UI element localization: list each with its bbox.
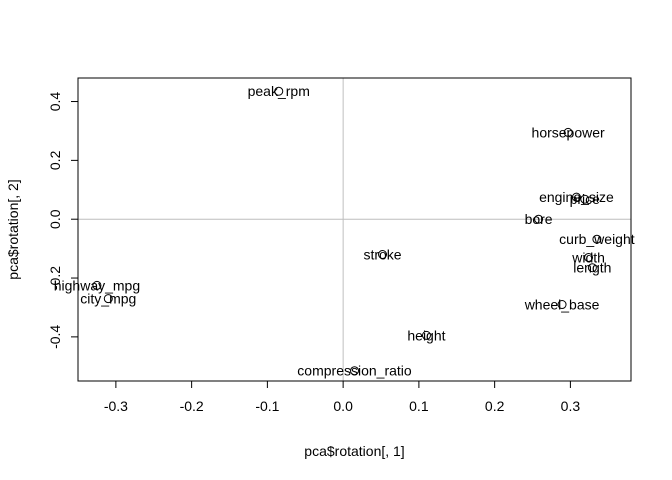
data-point [580,194,590,204]
x-axis: -0.3 -0.2 -0.1 0.0 0.1 0.2 0.3 [104,380,581,414]
point-label: curb_weight [559,231,635,247]
y-tick-label: -0.2 [47,266,63,290]
point-label: stroke [363,247,401,263]
point-label: bore [525,211,553,227]
data-point [378,250,388,260]
point-label: compression_ratio [297,363,412,379]
data-point [350,366,359,376]
x-tick-label: 0.3 [561,398,581,414]
data-point [274,86,284,96]
x-tick-label: -0.3 [104,398,128,414]
point-label: price [570,191,601,207]
y-tick-label: -0.4 [47,325,63,349]
point-label: height [407,327,445,343]
x-tick-label: 0.2 [485,398,505,414]
x-tick-label: 0.0 [333,398,353,414]
data-point [534,214,544,224]
y-axis: -0.4 -0.2 0.0 0.2 0.4 [47,92,79,349]
data-point [571,192,581,202]
point-label: width [571,249,605,265]
point-label: highway_mpg [54,277,140,293]
reference-lines [78,78,631,381]
y-tick-label: 0.2 [47,150,63,170]
points-layer [92,86,602,376]
point-label: horsepower [532,124,605,140]
x-axis-title: pca$rotation[, 1] [304,443,404,459]
point-label: engine_size [539,189,614,205]
y-tick-label: 0.4 [47,92,63,112]
point-label: city_mpg [80,291,136,307]
data-point [103,294,113,304]
point-label: length [573,260,611,276]
y-tick-label: 0.0 [47,209,63,229]
data-point [421,330,431,340]
y-axis-title: pca$rotation[, 2] [5,179,21,279]
data-point [557,300,567,310]
point-label: wheel_base [524,297,600,313]
x-tick-label: -0.1 [255,398,279,414]
point-label: peak_rpm [248,83,310,99]
data-point [563,127,573,137]
x-tick-label: -0.2 [180,398,204,414]
data-point [587,263,597,273]
data-point [584,252,594,262]
x-tick-label: 0.1 [409,398,429,414]
data-point [92,280,102,290]
data-point [592,234,602,244]
